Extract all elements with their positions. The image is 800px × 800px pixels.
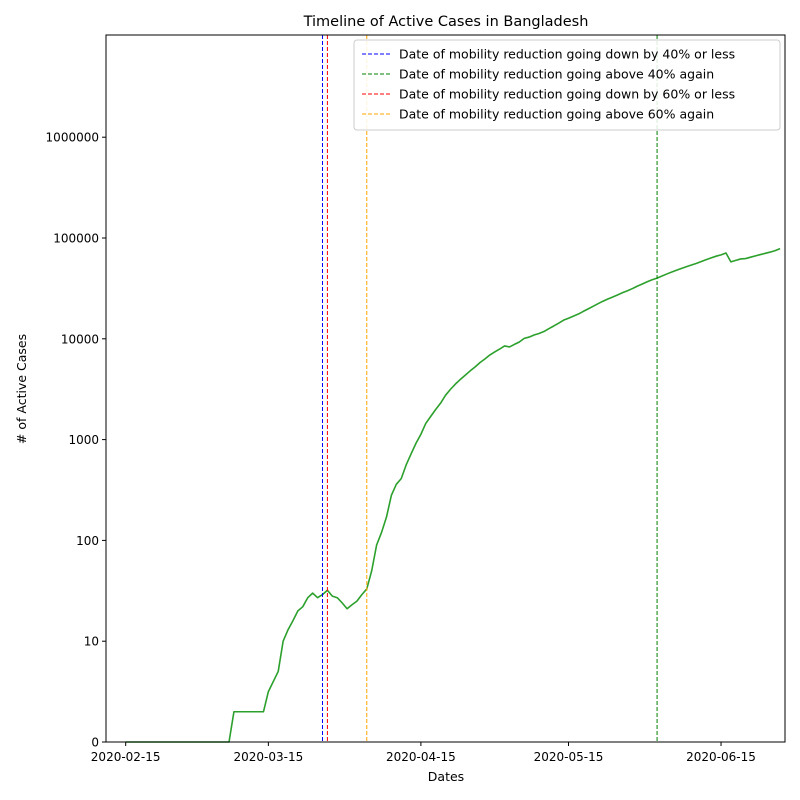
legend-label: Date of mobility reduction going down by… (399, 87, 735, 102)
x-tick-label: 2020-06-15 (686, 750, 756, 764)
y-tick-label: 10 (84, 635, 99, 649)
legend: Date of mobility reduction going down by… (353, 39, 781, 131)
x-tick-label: 2020-04-15 (386, 750, 456, 764)
y-tick-label: 0 (91, 736, 99, 750)
x-tick-label: 2020-02-15 (91, 750, 161, 764)
x-axis-label: Dates (428, 769, 464, 784)
plot-area: 2020-02-15 2020-03-15 2020-04-15 2020-05-15… (46, 34, 786, 764)
series-line (125, 247, 781, 743)
x-tick-label: 2020-05-15 (534, 750, 604, 764)
legend-box (353, 39, 781, 131)
legend-label: Date of mobility reduction going down by… (399, 47, 735, 62)
x-tick-label: 2020-03-15 (233, 750, 303, 764)
legend-label: Date of mobility reduction going above 4… (399, 67, 714, 82)
chart-title: Timeline of Active Cases in Bangladesh (303, 14, 589, 30)
y-axis-label: # of Active Cases (14, 334, 29, 444)
axes-frame (105, 34, 786, 743)
y-tick-label: 1000000 (46, 131, 99, 145)
y-tick-label: 100 (76, 534, 99, 548)
y-tick-label: 10000 (61, 332, 99, 346)
legend-label: Date of mobility reduction going above 6… (399, 107, 714, 122)
y-tick-label: 1000 (68, 433, 99, 447)
y-tick-label: 100000 (53, 232, 99, 246)
